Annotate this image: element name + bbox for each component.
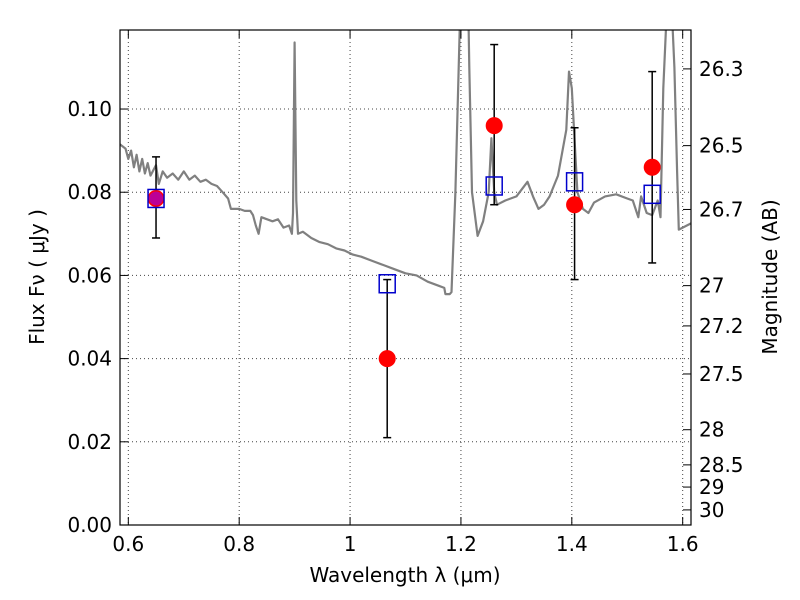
x-tick-label: 0.8	[223, 532, 255, 556]
model-square	[485, 176, 503, 196]
mag-tick-label: 26.3	[699, 57, 744, 81]
y-tick-label: 0.08	[67, 180, 112, 204]
y-tick-label: 0.04	[67, 347, 112, 371]
observed-point	[485, 117, 503, 135]
mag-tick-label: 28.5	[699, 453, 744, 477]
mag-tick-label: 27.5	[699, 362, 744, 386]
spectrum-line	[120, 30, 691, 296]
x-tick-label: 1.4	[556, 532, 588, 556]
model-square	[147, 188, 165, 209]
mag-tick-label: 26.7	[699, 197, 744, 221]
y-tick-label: 0.06	[67, 263, 112, 287]
model-spectrum	[120, 30, 691, 296]
model-square	[378, 273, 396, 294]
y-tick-label: 0.02	[67, 430, 112, 454]
grid	[120, 30, 691, 525]
overlap-point	[149, 191, 164, 206]
observed-point	[643, 158, 661, 176]
observed-point	[378, 350, 396, 368]
mag-tick-label: 30	[699, 498, 724, 522]
mag-tick-label: 28	[699, 418, 724, 442]
y-tick-label: 0.10	[67, 97, 112, 121]
ticks: 0.6 0.8 1 1.2 1.4 1.6 0.00 0.02 0.04 0.06 0.08 0.10…	[67, 30, 744, 556]
y-axis-label: Flux Fν ( μJy )	[25, 209, 49, 345]
x-tick-label: 1.6	[667, 532, 699, 556]
mag-tick-label: 27	[699, 274, 724, 298]
plot-frame	[119, 29, 692, 526]
observed-point	[566, 196, 584, 214]
mag-tick-label: 29	[699, 475, 724, 499]
x-tick-label: 1	[344, 532, 357, 556]
error-bars	[152, 43, 657, 439]
mag-tick-label: 27.2	[699, 314, 744, 338]
model-square	[643, 184, 661, 205]
observed-points	[147, 117, 661, 368]
model-points	[147, 172, 661, 294]
y-tick-label: 0.00	[67, 513, 112, 537]
model-square	[565, 172, 584, 192]
x-axis-label: Wavelength λ (μm)	[309, 563, 500, 587]
x-tick-label: 0.6	[112, 532, 144, 556]
x-tick-label: 1.2	[445, 532, 477, 556]
mag-tick-label: 26.5	[699, 134, 744, 158]
right-axis-label: Magnitude (AB)	[758, 199, 782, 354]
